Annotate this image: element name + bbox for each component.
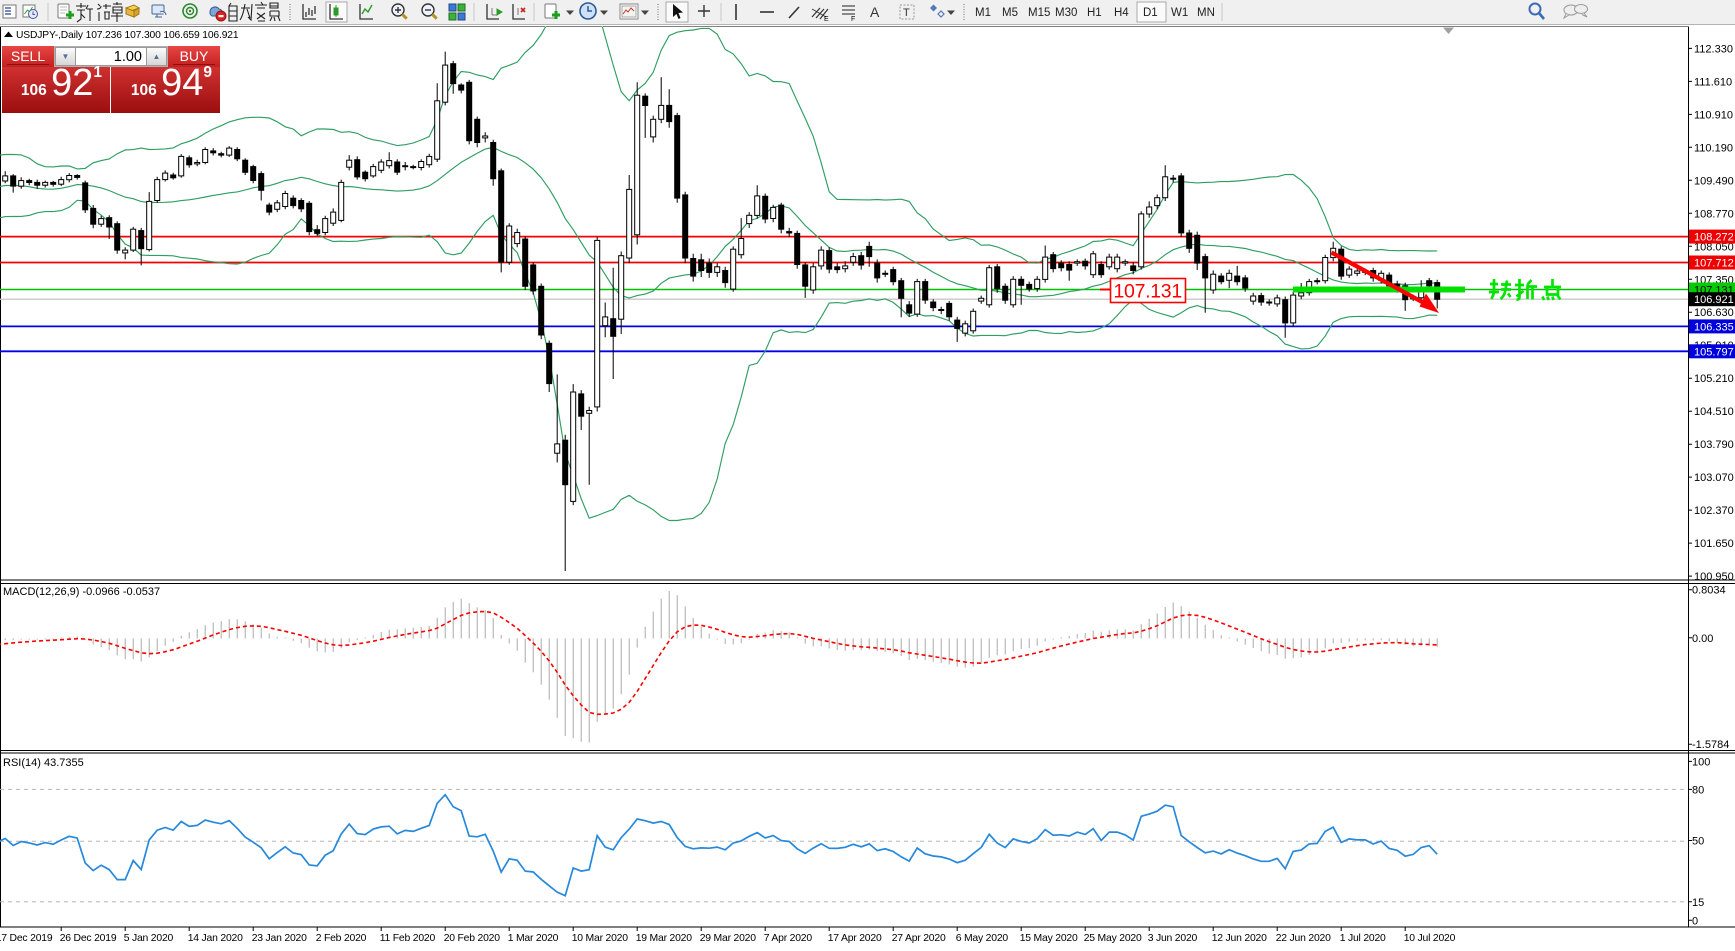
svg-text:M1: M1 (975, 7, 991, 19)
svg-text:25 May 2020: 25 May 2020 (1084, 933, 1142, 944)
svg-text:MN: MN (1197, 7, 1215, 19)
svg-text:101.650: 101.650 (1694, 538, 1734, 550)
svg-text:108.770: 108.770 (1694, 208, 1734, 220)
svg-text:19 Mar 2020: 19 Mar 2020 (636, 933, 693, 944)
svg-text:102.370: 102.370 (1694, 505, 1734, 517)
svg-text:50: 50 (1692, 836, 1704, 848)
svg-text:7 Apr 2020: 7 Apr 2020 (764, 933, 813, 944)
svg-text:20 Feb 2020: 20 Feb 2020 (444, 933, 501, 944)
svg-text:H1: H1 (1087, 7, 1102, 19)
svg-text:112.330: 112.330 (1694, 43, 1733, 55)
svg-text:108.050: 108.050 (1694, 241, 1734, 253)
svg-text:E: E (824, 16, 829, 23)
svg-text:27 Apr 2020: 27 Apr 2020 (892, 933, 946, 944)
svg-text:110.190: 110.190 (1694, 142, 1733, 154)
svg-text:12 Jun 2020: 12 Jun 2020 (1212, 933, 1267, 944)
svg-text:111.610: 111.610 (1694, 76, 1732, 88)
svg-text:0.8034: 0.8034 (1692, 585, 1726, 597)
svg-text:W1: W1 (1171, 7, 1188, 19)
svg-text:10 Mar 2020: 10 Mar 2020 (572, 933, 629, 944)
svg-text:22 Jun 2020: 22 Jun 2020 (1276, 933, 1331, 944)
svg-text:M15: M15 (1028, 7, 1050, 19)
svg-text:103.790: 103.790 (1694, 439, 1734, 451)
svg-text:108.272: 108.272 (1694, 232, 1734, 244)
svg-text:17 Dec 2019: 17 Dec 2019 (0, 933, 53, 944)
svg-text:104.510: 104.510 (1694, 406, 1734, 418)
svg-text:14 Jan 2020: 14 Jan 2020 (188, 933, 243, 944)
svg-text:T: T (903, 7, 910, 19)
svg-text:RSI(14) 43.7355: RSI(14) 43.7355 (3, 757, 84, 769)
svg-text:H4: H4 (1114, 7, 1129, 19)
svg-text:1 Mar 2020: 1 Mar 2020 (508, 933, 559, 944)
svg-text:11 Feb 2020: 11 Feb 2020 (380, 933, 436, 944)
svg-text:D1: D1 (1143, 7, 1158, 19)
svg-text:15: 15 (1692, 897, 1704, 909)
svg-text:17 Apr 2020: 17 Apr 2020 (828, 933, 882, 944)
svg-text:103.070: 103.070 (1694, 472, 1734, 484)
svg-text:106.921: 106.921 (1694, 294, 1734, 306)
svg-text:23 Jan 2020: 23 Jan 2020 (252, 933, 307, 944)
svg-text:6 May 2020: 6 May 2020 (956, 933, 1009, 944)
svg-text:2 Feb 2020: 2 Feb 2020 (316, 933, 367, 944)
svg-text:105.210: 105.210 (1694, 373, 1734, 385)
svg-text:F: F (851, 16, 855, 23)
svg-text:110.910: 110.910 (1694, 109, 1733, 121)
svg-text:USDJPY-,Daily 107.236 107.300: USDJPY-,Daily 107.236 107.300 106.659 10… (16, 30, 239, 41)
svg-text:107.131: 107.131 (1114, 281, 1182, 303)
svg-text:106.630: 106.630 (1694, 307, 1734, 319)
svg-text:M30: M30 (1055, 7, 1077, 19)
svg-text:100: 100 (1692, 756, 1710, 768)
svg-text:29 Mar 2020: 29 Mar 2020 (700, 933, 757, 944)
svg-text:1 Jul 2020: 1 Jul 2020 (1340, 933, 1386, 944)
svg-text:0: 0 (1692, 915, 1698, 927)
svg-text:100.950: 100.950 (1694, 571, 1734, 583)
svg-text:106.335: 106.335 (1694, 321, 1734, 333)
svg-text:26 Dec 2019: 26 Dec 2019 (60, 933, 117, 944)
svg-text:105.797: 105.797 (1694, 346, 1734, 358)
svg-text:MACD(12,26,9) -0.0966 -0.0537: MACD(12,26,9) -0.0966 -0.0537 (3, 586, 160, 598)
svg-text:5 Jan 2020: 5 Jan 2020 (124, 933, 174, 944)
svg-text:80: 80 (1692, 784, 1704, 796)
svg-text:107.712: 107.712 (1694, 258, 1734, 270)
svg-text:15 May 2020: 15 May 2020 (1020, 933, 1078, 944)
svg-text:10 Jul 2020: 10 Jul 2020 (1404, 933, 1456, 944)
svg-text:-1.5784: -1.5784 (1692, 739, 1729, 751)
svg-text:3 Jun 2020: 3 Jun 2020 (1148, 933, 1198, 944)
svg-text:A: A (870, 4, 880, 20)
svg-text:0.00: 0.00 (1692, 633, 1713, 645)
svg-text:M5: M5 (1002, 7, 1018, 19)
svg-text:109.490: 109.490 (1694, 175, 1734, 187)
